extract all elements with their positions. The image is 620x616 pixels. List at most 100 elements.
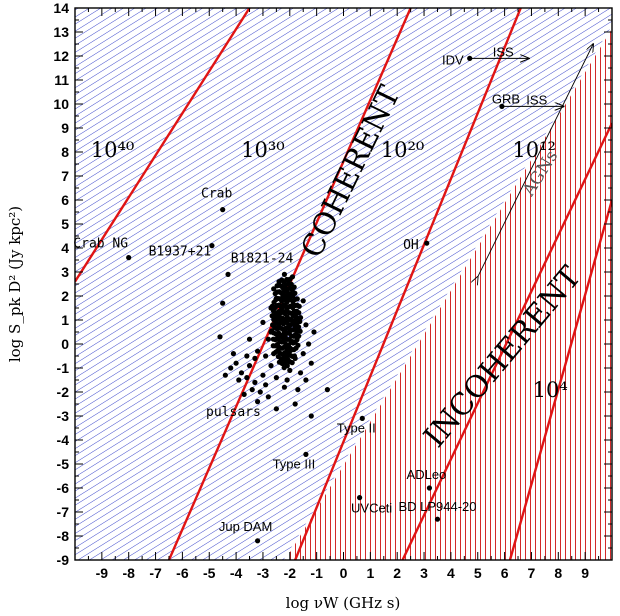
y-tick-label: 3 bbox=[61, 264, 69, 280]
pulsar-point bbox=[222, 372, 228, 378]
pulsar-point bbox=[271, 317, 277, 323]
temperature-label: 10⁴ bbox=[533, 378, 568, 402]
pulsar-point bbox=[295, 342, 301, 348]
source-point bbox=[467, 55, 473, 62]
source-point bbox=[359, 415, 365, 421]
source-point bbox=[426, 485, 433, 491]
pulsar-point bbox=[265, 394, 271, 400]
pulsar-point bbox=[291, 284, 297, 290]
x-tick-label: -3 bbox=[257, 565, 270, 581]
pulsar-point bbox=[300, 298, 306, 304]
y-tick-label: 0 bbox=[61, 336, 69, 352]
x-tick-label: -1 bbox=[310, 565, 323, 581]
source-label: OH bbox=[403, 238, 419, 253]
iss-label: ISS bbox=[526, 92, 547, 107]
source-label: ADLeo bbox=[407, 467, 447, 482]
x-tick-label: -8 bbox=[122, 565, 135, 581]
pulsar-point bbox=[269, 313, 275, 319]
pulsar-point bbox=[268, 363, 274, 369]
pulsar-point bbox=[260, 372, 266, 378]
y-tick-label: 13 bbox=[53, 24, 69, 40]
pulsar-point bbox=[254, 348, 261, 354]
pulsar-point bbox=[233, 360, 239, 366]
pulsar-point bbox=[305, 341, 312, 347]
pulsar-point bbox=[249, 387, 255, 393]
x-tick-label: 4 bbox=[447, 565, 455, 581]
source-label: B1937+21 bbox=[149, 245, 212, 260]
source-point bbox=[357, 495, 363, 501]
y-tick-label: 12 bbox=[53, 48, 69, 64]
pulsar-point bbox=[236, 377, 242, 383]
data-points: pulsars Crab NG Crab B1937+21 B1821-24 IDV GRB… bbox=[73, 52, 520, 544]
x-tick-label: -9 bbox=[96, 565, 109, 581]
source-label: UVCeti bbox=[351, 501, 392, 516]
y-tick-label: 6 bbox=[61, 192, 69, 208]
pulsar-point bbox=[270, 308, 277, 314]
source-point bbox=[434, 516, 441, 522]
pulsar-point bbox=[279, 277, 285, 283]
x-axis-label: log νW (GHz s) bbox=[286, 594, 401, 612]
source-point bbox=[225, 271, 231, 277]
y-tick-label: -4 bbox=[57, 432, 70, 448]
y-tick-label: 10 bbox=[53, 96, 69, 112]
source-label: B1821-24 bbox=[231, 251, 294, 266]
brightness-line bbox=[508, 199, 612, 560]
x-tick-label: 8 bbox=[554, 565, 562, 581]
pulsar-point bbox=[296, 303, 302, 309]
brightness-line bbox=[75, 8, 251, 283]
source-label: IDV bbox=[442, 52, 464, 67]
pulsar-point bbox=[228, 365, 234, 371]
pulsar-point bbox=[246, 336, 253, 342]
pulsar-point bbox=[297, 318, 303, 325]
agn-arrow bbox=[478, 44, 593, 277]
iss-label: ISS bbox=[493, 44, 514, 59]
pulsar-point bbox=[303, 322, 309, 328]
x-tick-label: 2 bbox=[393, 565, 401, 581]
pulsar-point bbox=[296, 324, 302, 330]
pulsar-point bbox=[294, 296, 300, 302]
x-tick-label: -7 bbox=[149, 565, 162, 581]
y-tick-label: -2 bbox=[57, 384, 70, 400]
pulsar-point bbox=[271, 286, 277, 292]
pulsar-point bbox=[238, 370, 245, 376]
source-label: GRB bbox=[492, 91, 520, 106]
pulsar-point bbox=[308, 360, 314, 366]
pulsar-point bbox=[273, 375, 279, 381]
y-axis-label: log S_pk D² (Jy kpc²) bbox=[6, 206, 24, 362]
temperature-label: 10²⁰ bbox=[381, 138, 425, 162]
source-label: Type III bbox=[273, 456, 316, 471]
x-tick-label: 1 bbox=[366, 565, 374, 581]
pulsar-point bbox=[324, 387, 330, 393]
pulsar-point bbox=[273, 349, 279, 355]
y-tick-label: 5 bbox=[61, 216, 69, 232]
temperature-label: 10⁴⁰ bbox=[91, 138, 135, 162]
pulsar-point bbox=[270, 322, 276, 328]
pulsar-point bbox=[292, 290, 298, 296]
pulsar-point bbox=[270, 336, 276, 342]
y-tick-label: 2 bbox=[61, 288, 69, 304]
source-point bbox=[209, 243, 215, 249]
pulsar-point bbox=[303, 377, 309, 383]
pulsar-point bbox=[257, 389, 263, 395]
x-tick-label: 9 bbox=[581, 565, 589, 581]
pulsar-point bbox=[252, 379, 258, 385]
pulsar-point bbox=[263, 353, 269, 359]
source-point bbox=[499, 103, 505, 109]
y-tick-label: -3 bbox=[57, 408, 70, 424]
pulsar-point bbox=[241, 391, 247, 397]
y-tick-label: 14 bbox=[53, 0, 69, 16]
y-tick-label: -1 bbox=[57, 360, 70, 376]
y-tick-label: -6 bbox=[57, 480, 70, 496]
pulsar-point bbox=[260, 319, 266, 325]
y-tick-label: -9 bbox=[57, 552, 70, 568]
x-tick-label: -4 bbox=[230, 565, 243, 581]
pulsar-point bbox=[246, 363, 253, 369]
x-tick-label: 7 bbox=[528, 565, 536, 581]
pulsar-point bbox=[296, 333, 302, 339]
x-tick-label: 0 bbox=[340, 565, 348, 581]
pulsar-point bbox=[292, 401, 298, 407]
source-point bbox=[424, 240, 430, 246]
x-tick-label: -5 bbox=[203, 565, 216, 581]
pulsar-point bbox=[252, 355, 258, 361]
